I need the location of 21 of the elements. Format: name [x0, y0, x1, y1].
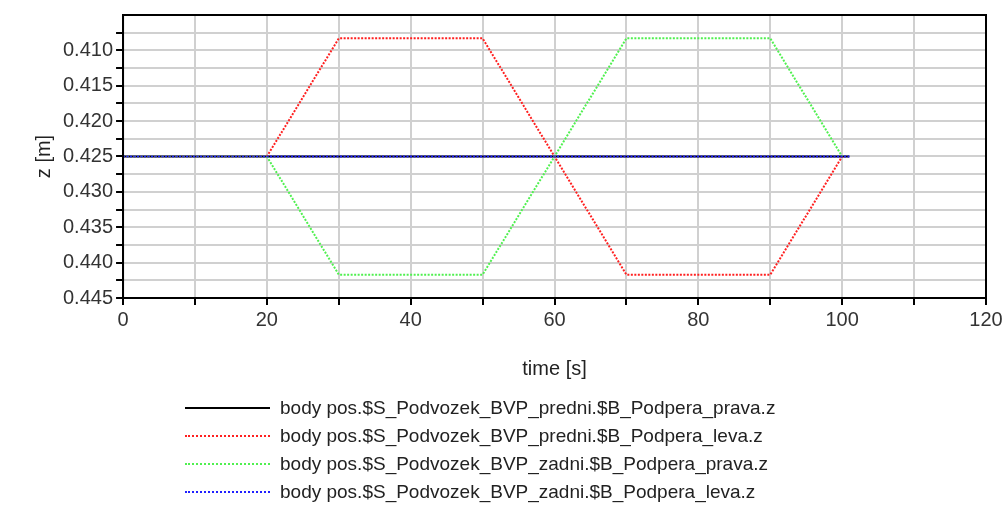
y-tick-label: 0.430	[62, 179, 114, 202]
x-axis-title: time [s]	[522, 356, 587, 379]
y-tick-label: 0.415	[62, 73, 114, 96]
legend-label: body pos.$S_Podvozek_BVP_predni.$B_Podpera_leva.z	[280, 425, 763, 447]
x-tick-label: 120	[969, 307, 1003, 330]
x-tick-label: 60	[543, 307, 566, 330]
legend-label: body pos.$S_Podvozek_BVP_zadni.$B_Podpera_leva.z	[280, 481, 756, 503]
x-tick-label: 0	[117, 307, 129, 330]
y-axis-title: z [m]	[31, 134, 54, 179]
y-tick-label: 0.440	[62, 250, 114, 273]
y-tick-label: 0.435	[62, 214, 114, 237]
x-tick-label: 100	[825, 307, 859, 330]
legend-label: body pos.$S_Podvozek_BVP_zadni.$B_Podpera_prava.z	[280, 453, 769, 475]
x-tick-label: 40	[399, 307, 422, 330]
y-tick-label: 0.445	[62, 285, 114, 308]
x-tick-label: 20	[255, 307, 278, 330]
y-tick-label: 0.425	[62, 144, 114, 167]
x-tick-label: 80	[687, 307, 710, 330]
y-tick-label: 0.420	[62, 108, 114, 131]
legend-label: body pos.$S_Podvozek_BVP_predni.$B_Podpera_prava.z	[280, 397, 776, 419]
y-tick-label: 0.410	[62, 37, 114, 60]
